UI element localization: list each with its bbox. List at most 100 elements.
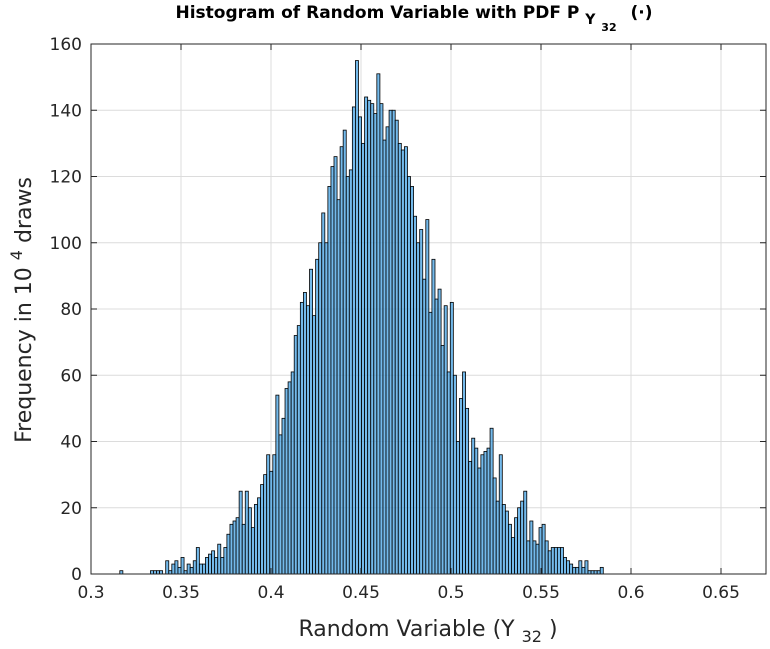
histogram-bar [379, 103, 384, 575]
histogram-bar [459, 398, 463, 575]
histogram-bar [498, 454, 503, 575]
x-tick-label: 0.45 [342, 583, 380, 603]
chart-title-main: Histogram of Random Variable with PDF P [175, 3, 579, 23]
histogram-bar [269, 470, 274, 575]
histogram-bar [523, 490, 528, 575]
histogram-bar [306, 305, 310, 575]
histogram-bar [394, 119, 399, 575]
histogram-bar [566, 560, 571, 575]
histogram-bar [235, 517, 240, 575]
histogram-bar [287, 381, 292, 575]
histogram-bar [309, 268, 313, 575]
histogram-bar [226, 533, 231, 575]
histogram-bar [480, 454, 485, 575]
histogram-bar [202, 563, 206, 575]
histogram-bar [220, 557, 225, 575]
histogram-bar [361, 142, 366, 575]
histogram-bar [407, 176, 411, 575]
histogram-bar [437, 288, 442, 575]
x-tick-label: 0.3 [77, 583, 104, 603]
histogram-bar [290, 371, 295, 575]
y-axis-label-superscript: 4 [7, 250, 26, 260]
histogram-bar [333, 156, 338, 575]
y-axis-label: Frequency in 10 4 draws [3, 177, 37, 443]
histogram-bar [560, 547, 564, 575]
histogram-bar [238, 490, 243, 575]
histogram-bar [367, 99, 372, 575]
histogram-bar [517, 507, 522, 575]
histogram-bar [535, 543, 540, 575]
histogram-bar [455, 441, 460, 575]
chart-title-suffix: (·) [631, 3, 653, 23]
histogram-bar [492, 477, 497, 575]
histogram-bar [376, 73, 381, 575]
histogram-bar [508, 523, 512, 575]
histogram-bar [572, 566, 577, 575]
histogram-bar [260, 484, 265, 575]
histogram-bar [174, 560, 179, 575]
histogram-bar [511, 537, 515, 575]
histogram-bar [449, 301, 454, 575]
y-axis-label-suffix: draws [12, 177, 37, 243]
histogram-bar [526, 540, 531, 575]
y-tick-label: 140 [50, 101, 82, 121]
histogram-bar [403, 146, 408, 575]
x-axis-label-suffix: ) [549, 617, 558, 642]
histogram-bar [205, 557, 209, 575]
histogram-bar [351, 106, 356, 575]
y-tick-label: 20 [60, 499, 82, 519]
histogram-bar [263, 474, 268, 575]
histogram-bar [165, 560, 170, 575]
histogram-bar [397, 142, 402, 575]
axis-ticks: 0.3 0.35 0.4 0.45 0.5 0.55 0.6 0.65 0 20 40 60 80 100… [50, 35, 766, 603]
histogram-bar [425, 219, 430, 575]
histogram-bar [391, 109, 396, 575]
y-tick-label: 0 [71, 565, 82, 585]
histogram-bar [195, 547, 200, 575]
histogram-bar [299, 301, 304, 575]
x-tick-label: 0.5 [437, 583, 464, 603]
histogram-bars [119, 60, 604, 575]
histogram-bar [348, 169, 353, 575]
histogram-bar [171, 563, 176, 575]
histogram-bar [302, 292, 307, 575]
histogram-bar [198, 563, 203, 575]
histogram-bar [575, 566, 580, 575]
histogram-bar [400, 149, 405, 575]
histogram-bar [244, 490, 249, 575]
histogram-bar [434, 298, 439, 575]
histogram-bar [553, 547, 558, 575]
histogram-bar [336, 199, 341, 575]
histogram-bar [189, 566, 194, 575]
histogram-bar [599, 566, 604, 575]
y-tick-label: 40 [60, 433, 82, 453]
histogram-bar [211, 550, 216, 575]
histogram-bar [296, 325, 301, 575]
histogram-bar [584, 560, 589, 575]
histogram-bar [477, 467, 482, 575]
histogram-bar [315, 258, 320, 575]
histogram-bar [373, 113, 378, 575]
histogram-bar [330, 166, 335, 575]
histogram-bar [440, 345, 445, 575]
histogram-bar [385, 126, 390, 575]
histogram-bar [428, 311, 433, 575]
histogram-bar [532, 540, 537, 575]
histogram-bar [489, 427, 494, 575]
histogram-bar [538, 527, 543, 575]
histogram-bar [431, 258, 436, 575]
histogram-bar [416, 242, 421, 575]
histogram-bar [563, 557, 567, 575]
histogram-bar [364, 96, 369, 575]
histogram-bar [208, 553, 212, 575]
x-tick-label: 0.35 [162, 583, 200, 603]
histogram-bar [214, 557, 219, 575]
y-tick-label: 120 [50, 168, 82, 188]
histogram-bar [192, 560, 197, 575]
histogram-bar [413, 215, 418, 575]
histogram-bar [266, 454, 271, 575]
histogram-bar [541, 523, 546, 575]
x-axis-label: Random Variable (Y 32 ) [298, 617, 557, 648]
histogram-bar [465, 407, 470, 575]
